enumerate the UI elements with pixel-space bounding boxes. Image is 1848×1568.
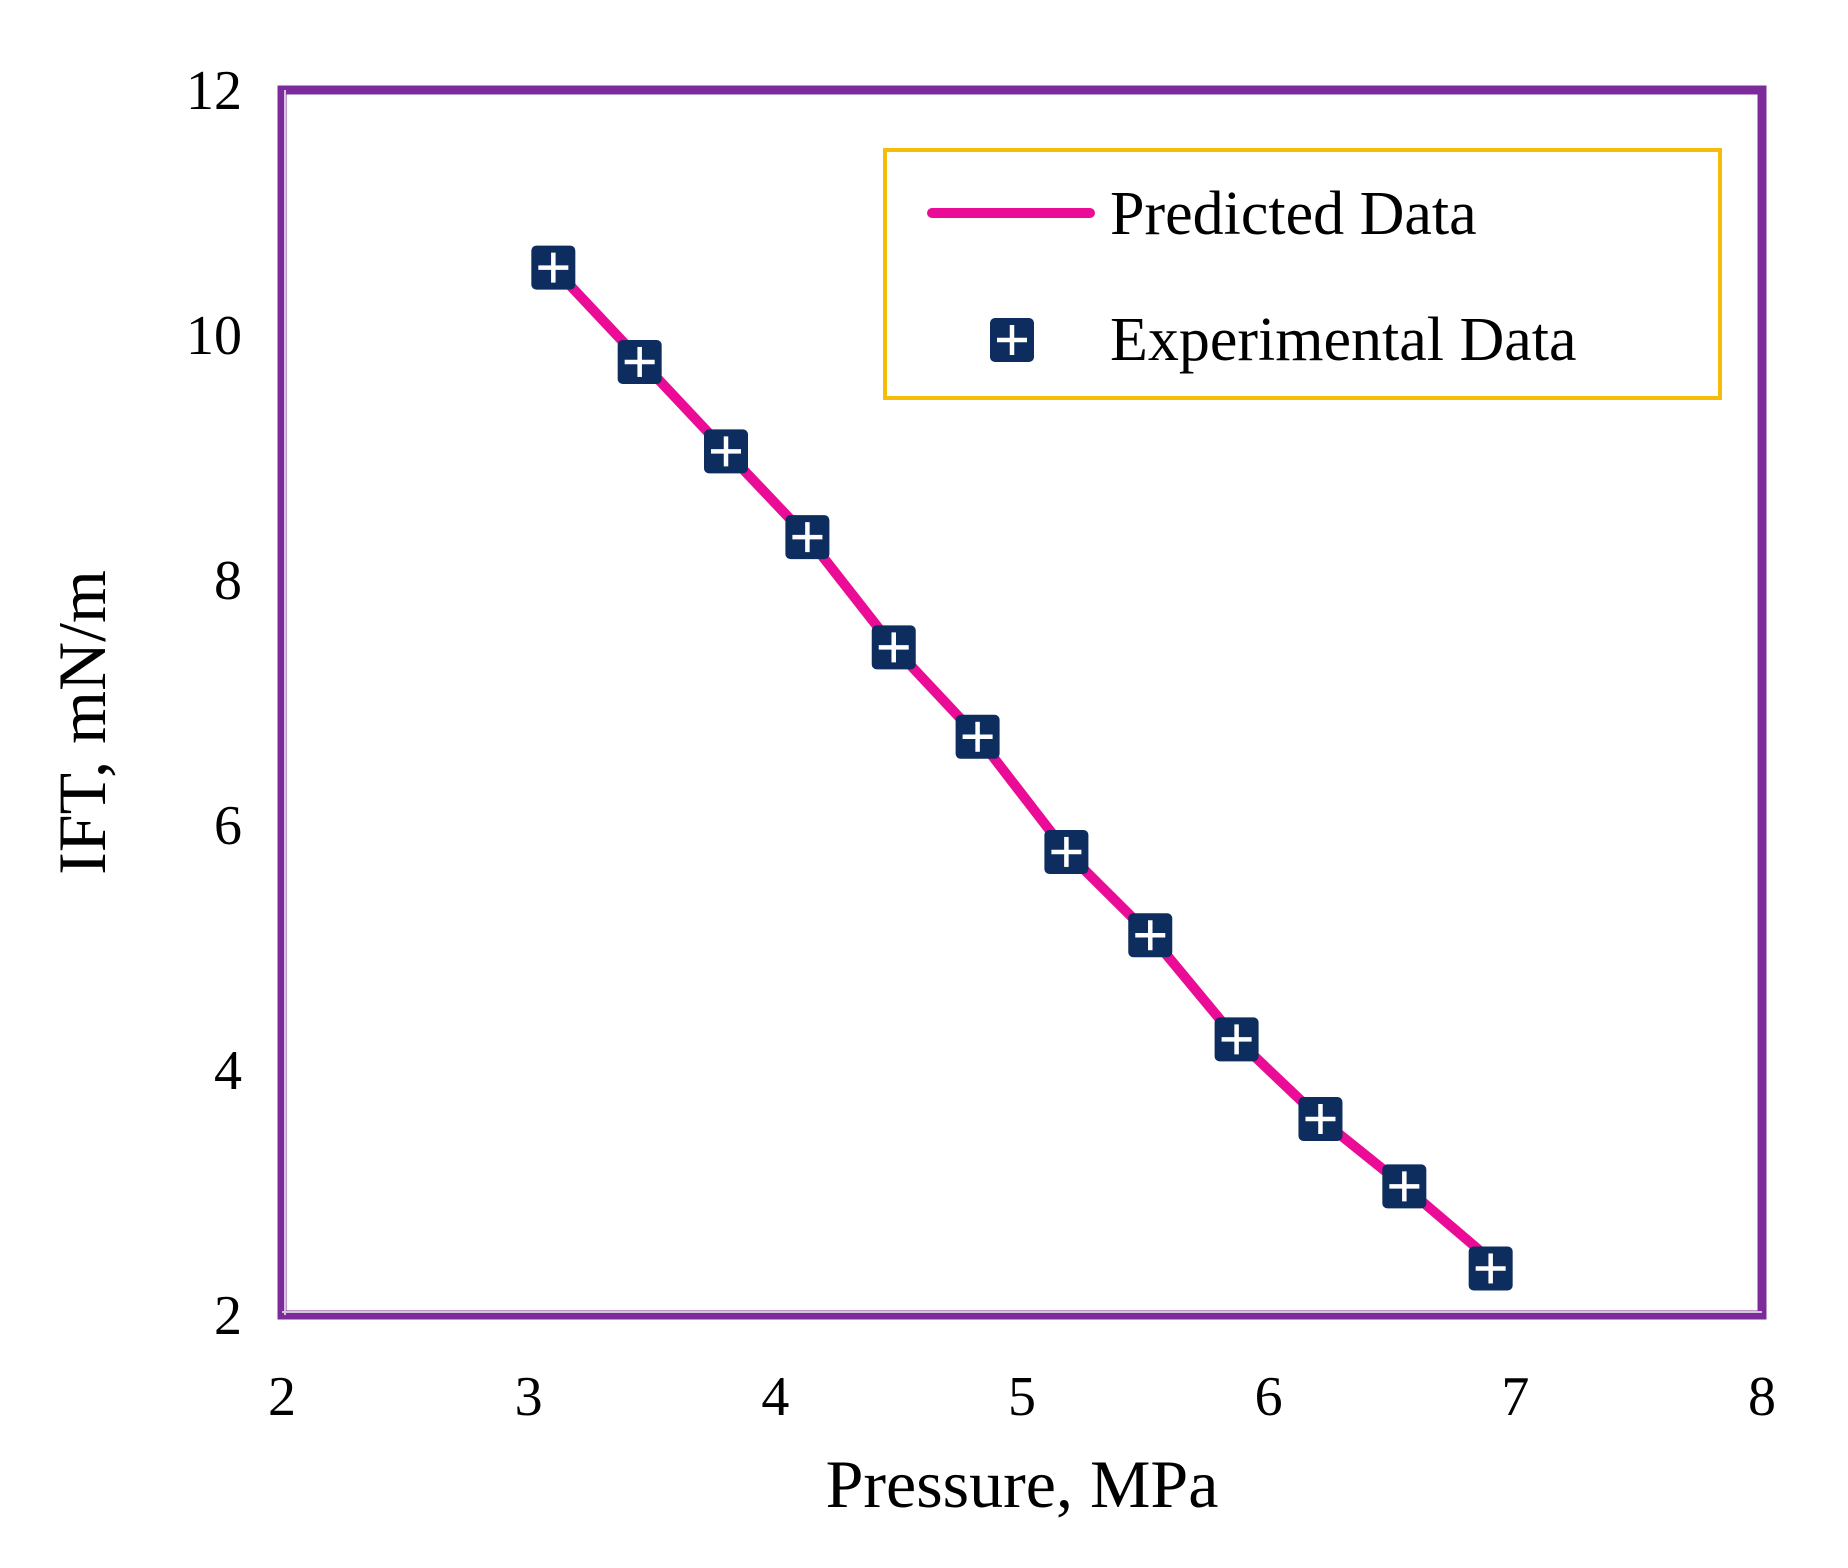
experimental-data-point	[1468, 1246, 1513, 1291]
x-tick-label: 8	[1748, 1366, 1776, 1428]
legend-label-predicted: Predicted Data	[1110, 180, 1477, 248]
experimental-data-point	[1298, 1097, 1343, 1141]
y-tick-label: 8	[214, 550, 242, 612]
experimental-data-point	[1382, 1164, 1427, 1209]
experimental-data-point	[617, 339, 662, 384]
experimental-data-point	[531, 245, 576, 290]
x-tick-label: 5	[1008, 1366, 1036, 1428]
legend-experimental-swatch	[990, 318, 1034, 362]
legend: Predicted Data Experimental Data	[883, 148, 1722, 400]
x-tick-label: 4	[761, 1366, 789, 1428]
y-tick-label: 6	[214, 795, 242, 857]
legend-label-experimental: Experimental Data	[1110, 306, 1577, 374]
y-tick-label: 2	[214, 1285, 242, 1347]
experimental-data-point	[871, 625, 916, 670]
y-tick-label: 10	[186, 305, 242, 367]
experimental-data-point	[955, 714, 1000, 759]
y-tick-label: 4	[214, 1040, 242, 1102]
tick-labels: 2 3 4 5 6 7 8 2 4 6 8 10 12	[186, 60, 1776, 1428]
experimental-data-point	[1128, 913, 1173, 958]
x-axis-title: Pressure, MPa	[826, 1446, 1219, 1522]
y-axis-title: IFT, mN/m	[44, 570, 120, 875]
legend-marker-symbol	[990, 318, 1034, 362]
x-tick-label: 7	[1501, 1366, 1529, 1428]
series-group	[531, 245, 1513, 1291]
experimental-data-point	[1044, 829, 1089, 874]
experimental-data-point	[785, 515, 830, 560]
experimental-data-point	[1214, 1017, 1259, 1062]
x-tick-label: 3	[515, 1366, 543, 1428]
experimental-data-point	[704, 429, 748, 474]
y-tick-label: 12	[186, 60, 242, 122]
x-tick-label: 2	[268, 1366, 296, 1428]
x-tick-label: 6	[1255, 1366, 1283, 1428]
